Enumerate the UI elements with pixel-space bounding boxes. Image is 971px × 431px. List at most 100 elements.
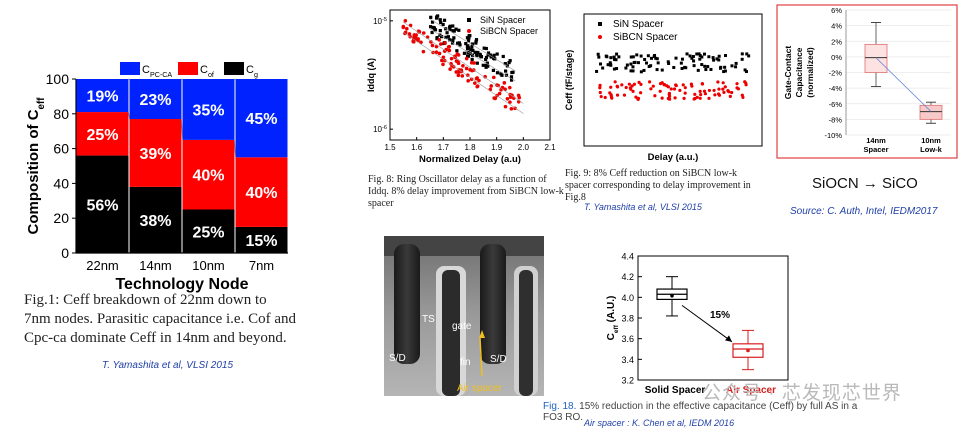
point-sin-94	[629, 69, 633, 73]
point-sibcn-49	[469, 77, 474, 82]
point-sin-16	[442, 18, 447, 22]
y-tick-label-40: 40	[53, 175, 69, 191]
point-sibcn-94	[682, 96, 686, 100]
connector-1-0	[181, 119, 183, 140]
point-sin-35	[491, 68, 496, 73]
x-tick-label-1: Air Spacer	[726, 385, 776, 396]
bar-label-7nm-Cg: 15%	[245, 233, 277, 250]
point-sibcn-83	[660, 81, 664, 85]
x-tick-label-1.8: 1.8	[464, 143, 476, 152]
point-sin-90	[639, 54, 643, 58]
point-sibcn-26	[434, 44, 439, 49]
point-sibcn-47	[637, 80, 641, 84]
point-sin-66	[683, 65, 687, 69]
point-sibcn-4	[721, 81, 725, 85]
point-sin-5	[631, 65, 635, 69]
point-sin-48	[617, 55, 621, 59]
y-tick-label-6: -6%	[829, 100, 843, 109]
point-sibcn-36	[446, 45, 451, 49]
red-border	[776, 4, 958, 159]
point-sin-21	[730, 64, 734, 68]
watermark-text: 公众号 · 芯发现芯世界	[702, 383, 902, 404]
tem-label-gate: gate	[452, 321, 472, 332]
x-tick-label-1.6: 1.6	[411, 143, 423, 152]
legend-label-0: SiN Spacer	[480, 15, 526, 25]
point-sin-87	[495, 52, 499, 56]
point-sin-79	[474, 39, 478, 43]
point-sin-0	[470, 45, 474, 49]
point-sibcn-48	[712, 88, 716, 93]
y-axis-title-main: Composition of C	[25, 109, 42, 234]
connector-2-0	[234, 139, 236, 158]
point-sin-47	[631, 55, 635, 59]
point-sibcn-73	[667, 91, 672, 95]
point-sin-46	[649, 56, 653, 60]
point-sin-41	[456, 41, 460, 45]
point-sibcn-85	[728, 94, 732, 98]
point-sin-26	[743, 68, 747, 72]
point-sin-49	[478, 52, 482, 56]
x-tick-label-0-0: 14nm	[866, 136, 886, 145]
bar-label-10nm-Cpc-ca: 35%	[192, 102, 224, 119]
point-sin-42	[601, 66, 605, 70]
x-tick-label-1-1: Low-k	[920, 145, 942, 154]
point-sin-22	[702, 52, 706, 56]
x-tick-label-14nm: 14nm	[139, 258, 172, 273]
point-sin-86	[612, 57, 616, 61]
bar-10nm-Cg	[182, 209, 235, 253]
point-sibcn-53	[689, 82, 694, 86]
air-spacer-arrowhead	[479, 330, 485, 338]
point-sin-53	[488, 53, 492, 57]
point-sibcn-38	[599, 94, 603, 99]
point-sin-81	[698, 54, 702, 58]
point-sin-17	[608, 61, 612, 65]
y-tick-exp-1: -6	[382, 125, 387, 131]
point-sin-60	[470, 57, 474, 61]
point-sibcn-75	[419, 40, 423, 45]
point-sibcn-22	[693, 92, 697, 96]
point-sibcn-78	[598, 90, 602, 95]
y-tick-label-1: 10-6	[373, 125, 387, 134]
point-sibcn-15	[429, 40, 433, 44]
y-tick-label-80: 80	[53, 106, 69, 122]
air-spacer-chart: 3.2 3.4 3.6 3.8 4.0 4.2 4.4 Solid Spacer Air Spa…	[598, 240, 798, 402]
point-sibcn-44	[609, 85, 613, 89]
point-sin-58	[474, 41, 478, 45]
point-sin-11	[597, 55, 601, 59]
point-sin-103	[431, 25, 435, 30]
point-sin-40	[723, 65, 727, 69]
y-tick-label-5: -4%	[829, 84, 843, 93]
point-sin-6	[692, 59, 696, 63]
point-sin-67	[734, 65, 738, 69]
point-sin-70	[466, 39, 471, 43]
point-sibcn-67	[483, 74, 487, 79]
point-sibcn-86	[653, 94, 657, 98]
point-sin-95	[503, 61, 507, 66]
point-sin-36	[451, 29, 455, 33]
point-sin-72	[744, 70, 748, 74]
point-sibcn-0	[649, 87, 653, 91]
point-sibcn-69	[673, 96, 677, 100]
legend-label-Cg: Cg	[246, 64, 258, 79]
fig9-citation: T. Yamashita et al, VLSI 2015	[584, 202, 702, 212]
point-sin-44	[451, 24, 455, 28]
point-sin-74	[434, 16, 439, 20]
tem-gate	[442, 270, 460, 396]
x-tick-label-1.9: 1.9	[491, 143, 503, 152]
point-sibcn-59	[667, 97, 672, 101]
y-tick-label-20: 20	[53, 210, 69, 226]
point-sibcn-106	[421, 31, 426, 35]
point-sin-66	[481, 63, 485, 67]
x-tick-label-1-0: 10nm	[921, 136, 941, 145]
point-sin-88	[474, 38, 479, 42]
point-sin-11	[508, 59, 512, 63]
bar-label-22nm-Cg: 56%	[86, 197, 118, 214]
point-sin-71	[457, 28, 461, 32]
point-sin-77	[717, 54, 721, 58]
point-sin-23	[614, 58, 618, 62]
tem-drawing	[384, 236, 544, 396]
point-sibcn-15	[698, 96, 702, 100]
point-sin-73	[635, 53, 639, 57]
point-sibcn-39	[454, 70, 459, 74]
point-sin-7	[724, 54, 728, 58]
